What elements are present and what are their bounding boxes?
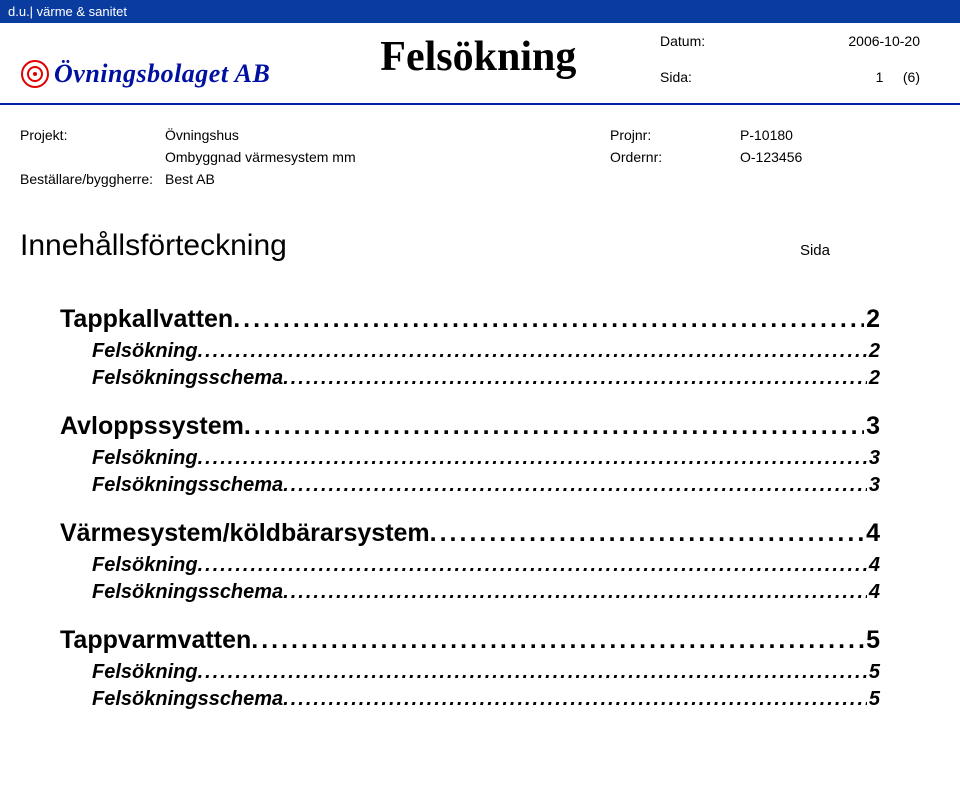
toc-leader: ........................................… <box>283 367 867 390</box>
toc-leader: ........................................… <box>430 519 864 548</box>
toc-subitem-page: 4 <box>867 554 880 577</box>
projekt-label: Projekt: <box>20 127 165 143</box>
info-right: Projnr: P-10180 Ordernr: O-123456 <box>610 127 920 193</box>
toc-subitem: Felsökningsschema.......................… <box>92 367 880 390</box>
info-block: Projekt: Övningshus Ombyggnad värmesyste… <box>0 105 960 193</box>
toc-subitem-page: 5 <box>867 661 880 684</box>
meta-block: Datum: 2006-10-20 Sida: 1 (6) <box>660 33 920 85</box>
toc-leader: ........................................… <box>198 554 867 577</box>
toc-subitem-page: 2 <box>867 367 880 390</box>
bestallare-label: Beställare/byggherre: <box>20 171 165 187</box>
toc-section: Värmesystem/köldbärarsystem.............… <box>60 519 880 548</box>
toc-subitem-title: Felsökning <box>92 554 198 577</box>
toc-subitem-page: 4 <box>867 581 880 604</box>
toc-leader: ........................................… <box>283 474 867 497</box>
sida-total: (6) <box>903 69 920 85</box>
toc-subitem: Felsökningsschema.......................… <box>92 581 880 604</box>
toc-subitem: Felsökningsschema.......................… <box>92 474 880 497</box>
toc-sida-label: Sida <box>800 242 920 259</box>
toc-subitem-title: Felsökning <box>92 340 198 363</box>
document-header: Övningsbolaget AB Felsökning Datum: 2006… <box>0 23 960 105</box>
toc-section-page: 5 <box>864 626 880 655</box>
toc-section-page: 2 <box>864 305 880 334</box>
toc-leader: ........................................… <box>244 412 864 441</box>
info-left: Projekt: Övningshus Ombyggnad värmesyste… <box>20 127 610 193</box>
bestallare-value: Best AB <box>165 171 610 187</box>
toc-section-page: 4 <box>864 519 880 548</box>
toc-subitem-title: Felsökningsschema <box>92 367 283 390</box>
toc-subitem: Felsökning..............................… <box>92 340 880 363</box>
toc-title: Innehållsförteckning <box>20 229 800 263</box>
toc-subitem-title: Felsökningsschema <box>92 581 283 604</box>
toc-subitem: Felsökningsschema.......................… <box>92 688 880 711</box>
header-bar: d.u.| värme & sanitet <box>0 0 960 23</box>
toc-subitem: Felsökning..............................… <box>92 661 880 684</box>
toc-subitem-page: 3 <box>867 447 880 470</box>
projekt-value: Övningshus <box>165 127 610 143</box>
projnr-value: P-10180 <box>740 127 920 143</box>
toc-subitem: Felsökning..............................… <box>92 447 880 470</box>
toc-subitem-page: 5 <box>867 688 880 711</box>
ordernr-label: Ordernr: <box>610 149 740 165</box>
datum-label: Datum: <box>660 33 770 49</box>
company-logo: Övningsbolaget AB <box>20 59 270 89</box>
sida-label: Sida: <box>660 69 770 85</box>
toc-leader: ........................................… <box>283 581 867 604</box>
toc-subitem: Felsökning..............................… <box>92 554 880 577</box>
toc-leader: ........................................… <box>198 340 867 363</box>
toc-subitem-page: 2 <box>867 340 880 363</box>
toc-section: Tappvarmvatten..........................… <box>60 626 880 655</box>
toc-section-title: Avloppssystem <box>60 412 244 441</box>
sida-page: 1 <box>876 69 884 85</box>
toc-subitem-page: 3 <box>867 474 880 497</box>
toc-subitem-title: Felsökning <box>92 661 198 684</box>
toc-leader: ........................................… <box>198 447 867 470</box>
toc-section-page: 3 <box>864 412 880 441</box>
toc-section-title: Värmesystem/köldbärarsystem <box>60 519 430 548</box>
ordernr-value: O-123456 <box>740 149 920 165</box>
toc-leader: ........................................… <box>233 305 864 334</box>
title-area: Felsökning <box>270 33 660 81</box>
projekt-value-2: Ombyggnad värmesystem mm <box>165 149 610 165</box>
toc-section-title: Tappvarmvatten <box>60 626 251 655</box>
toc-subitem-title: Felsökning <box>92 447 198 470</box>
toc-subitem-title: Felsökningsschema <box>92 688 283 711</box>
toc-leader: ........................................… <box>283 688 867 711</box>
toc-leader: ........................................… <box>198 661 867 684</box>
page-title: Felsökning <box>380 33 660 81</box>
sida-value: 1 (6) <box>770 69 920 85</box>
toc-section: Tappkallvatten..........................… <box>60 305 880 334</box>
logo-text: Övningsbolaget AB <box>54 59 270 89</box>
projnr-label: Projnr: <box>610 127 740 143</box>
toc-body: Tappkallvatten..........................… <box>0 263 960 711</box>
toc-subitem-title: Felsökningsschema <box>92 474 283 497</box>
datum-value: 2006-10-20 <box>770 33 920 49</box>
toc-header: Innehållsförteckning Sida <box>0 193 960 263</box>
toc-leader: ........................................… <box>251 626 864 655</box>
projekt-label-blank <box>20 149 165 165</box>
logo-icon <box>20 59 50 89</box>
toc-section-title: Tappkallvatten <box>60 305 233 334</box>
toc-section: Avloppssystem...........................… <box>60 412 880 441</box>
